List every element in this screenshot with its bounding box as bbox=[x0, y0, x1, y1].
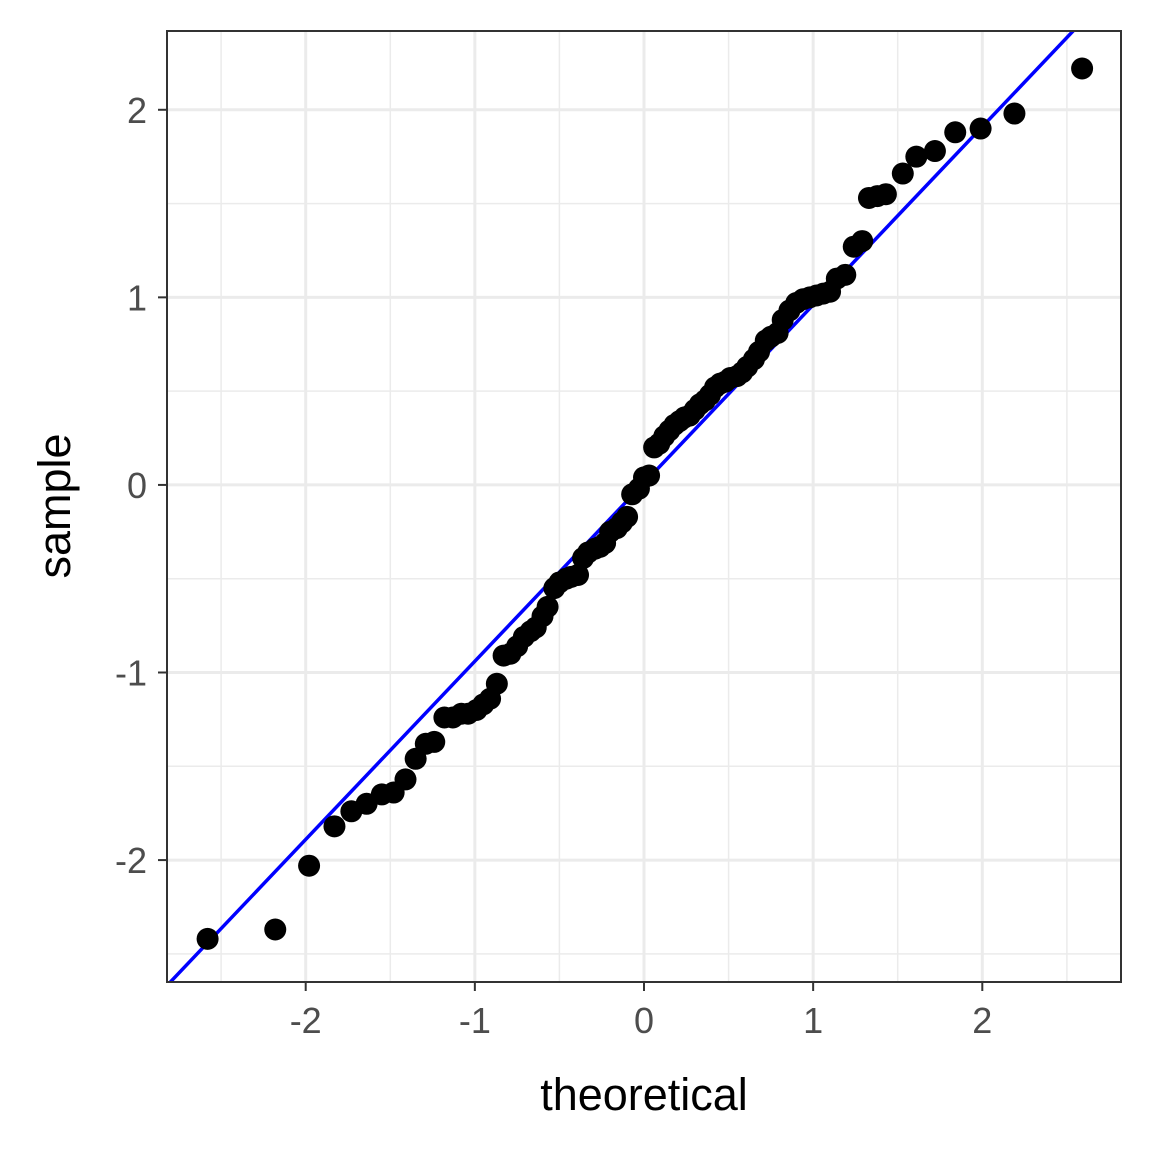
data-point bbox=[851, 230, 874, 253]
data-point bbox=[298, 854, 321, 877]
data-points bbox=[196, 57, 1094, 950]
data-point bbox=[485, 672, 508, 695]
x-tick-label: -1 bbox=[459, 1000, 491, 1041]
data-point bbox=[1003, 102, 1026, 125]
data-point bbox=[834, 263, 857, 286]
y-tick-label: -1 bbox=[115, 653, 147, 694]
data-point bbox=[423, 730, 446, 753]
x-tick-label: 2 bbox=[972, 1000, 992, 1041]
data-point bbox=[891, 162, 914, 185]
data-point bbox=[536, 595, 559, 618]
y-axis-ticks: -2 -1 0 1 2 bbox=[115, 90, 167, 881]
x-axis-title: theoretical bbox=[540, 1069, 748, 1120]
x-tick-label: -2 bbox=[290, 1000, 322, 1041]
y-tick-label: 2 bbox=[127, 90, 147, 131]
data-point bbox=[1071, 57, 1094, 80]
data-point bbox=[874, 183, 897, 206]
data-point bbox=[264, 918, 287, 941]
data-point bbox=[923, 140, 946, 163]
y-tick-label: 1 bbox=[127, 277, 147, 318]
data-point bbox=[616, 505, 639, 528]
x-tick-label: 0 bbox=[634, 1000, 654, 1041]
y-axis-title: sample bbox=[29, 433, 80, 578]
x-axis-ticks: -2 -1 0 1 2 bbox=[290, 982, 992, 1041]
data-point bbox=[196, 927, 219, 950]
x-tick-label: 1 bbox=[803, 1000, 823, 1041]
data-point bbox=[394, 768, 417, 791]
data-point bbox=[944, 121, 967, 144]
y-tick-label: 0 bbox=[127, 465, 147, 506]
y-tick-label: -2 bbox=[115, 840, 147, 881]
data-point bbox=[969, 117, 992, 140]
data-point bbox=[905, 145, 928, 168]
data-point bbox=[323, 815, 346, 838]
data-point bbox=[567, 563, 590, 586]
data-point bbox=[638, 464, 661, 487]
